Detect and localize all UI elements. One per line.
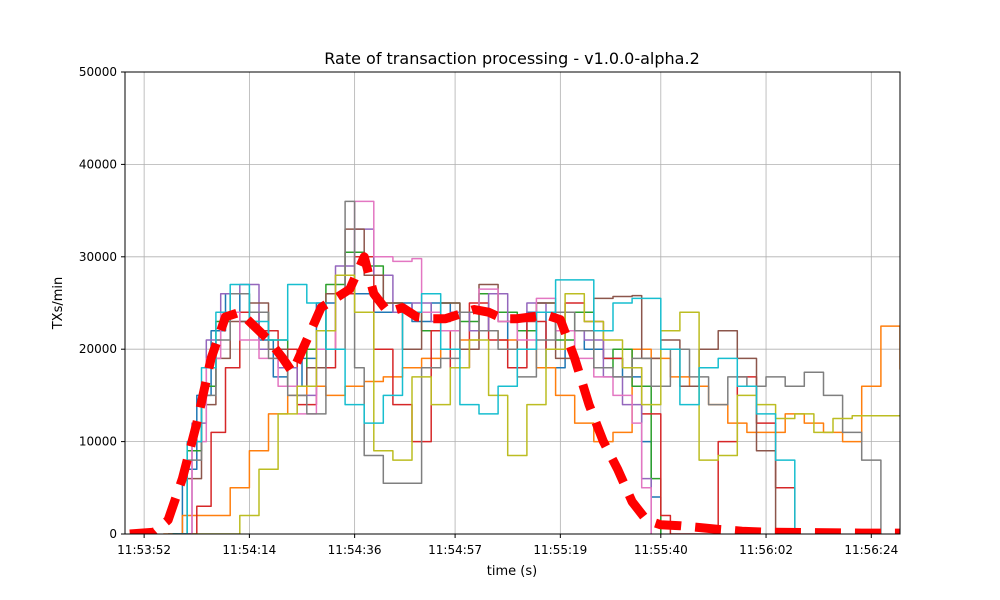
series-lines: [163, 200, 900, 534]
y-tick-label: 30000: [79, 250, 117, 264]
x-tick-label: 11:56:24: [844, 543, 898, 557]
x-tick-label: 11:54:36: [328, 543, 382, 557]
y-tick-label: 20000: [79, 342, 117, 356]
chart-title: Rate of transaction processing - v1.0.0-…: [324, 49, 700, 68]
x-tick-label: 11:54:57: [428, 543, 482, 557]
y-tick-label: 10000: [79, 435, 117, 449]
y-ticks: 0 10000 20000 30000 40000 50000: [79, 65, 125, 541]
y-tick-label: 0: [109, 527, 117, 541]
y-tick-label: 40000: [79, 157, 117, 171]
x-tick-label: 11:55:40: [634, 543, 688, 557]
series-line-5: [177, 228, 652, 534]
x-tick-label: 11:53:52: [117, 543, 171, 557]
series-line-10: [172, 279, 796, 534]
trend-line-group: [129, 252, 900, 534]
y-axis-label: TXs/min: [51, 277, 66, 331]
x-ticks: 11:53:52 11:54:14 11:54:36 11:54:57 11:55:19…: [117, 534, 898, 557]
x-tick-label: 11:55:19: [533, 543, 587, 557]
series-line-6: [172, 228, 777, 534]
x-tick-label: 11:54:14: [222, 543, 276, 557]
grid-lines: [125, 71, 900, 535]
y-tick-label: 50000: [79, 65, 117, 79]
trend-line: [129, 252, 900, 534]
x-axis-label: time (s): [487, 564, 537, 579]
plot-frame: [124, 71, 901, 535]
x-tick-label: 11:56:02: [739, 543, 793, 557]
